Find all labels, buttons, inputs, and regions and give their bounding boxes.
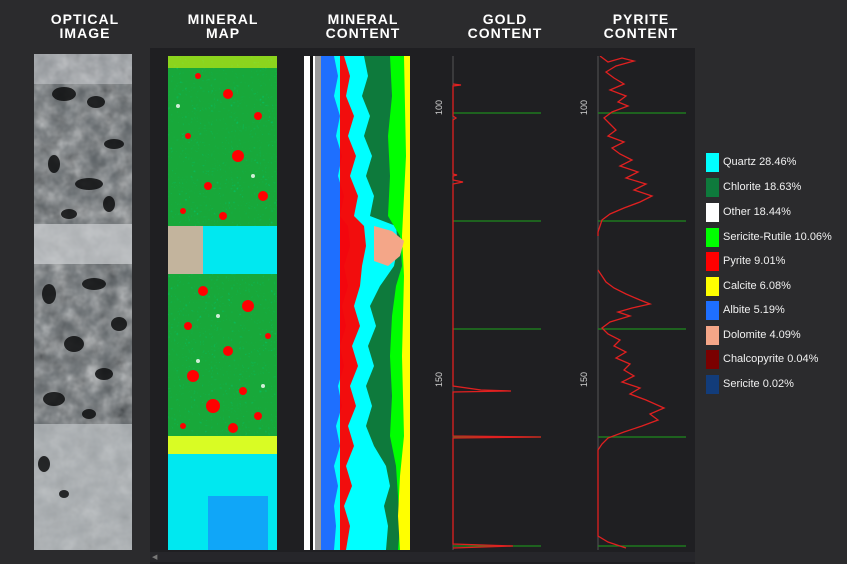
- pyrite-content-chart: 100 150: [579, 56, 686, 550]
- legend-item-albite: Albite 5.19%: [706, 301, 846, 321]
- legend-swatch: [706, 228, 719, 247]
- gold-content-header: GOLD CONTENT: [458, 12, 552, 40]
- legend-swatch: [706, 301, 719, 320]
- pyrite-depth-100: 100: [579, 100, 589, 115]
- legend-item-other: Other 18.44%: [706, 203, 846, 223]
- gold-depth-150: 150: [434, 372, 444, 387]
- mineral-content-header-line2: CONTENT: [325, 25, 401, 41]
- optical-core-image: [34, 54, 132, 550]
- legend-label: Albite 5.19%: [723, 304, 785, 316]
- gold-content-chart: 100 150: [434, 56, 541, 550]
- scroll-left-arrow-icon[interactable]: ◀: [152, 554, 158, 561]
- legend-item-sericite-rutile: Sericite-Rutile 10.06%: [706, 228, 846, 248]
- pyrite-depth-150: 150: [579, 372, 589, 387]
- legend-item-dolomite: Dolomite 4.09%: [706, 326, 846, 346]
- legend-label: Chalcopyrite 0.04%: [723, 353, 819, 365]
- horizontal-scrollbar[interactable]: ◀: [150, 552, 695, 562]
- pyrite-header-line1: PYRITE: [612, 11, 670, 27]
- mineral-map-image: [168, 56, 277, 550]
- legend-swatch: [706, 350, 719, 369]
- legend-item-quartz: Quartz 28.46%: [706, 153, 846, 173]
- legend-item-chlorite: Chlorite 18.63%: [706, 178, 846, 198]
- legend-item-calcite: Calcite 6.08%: [706, 277, 846, 297]
- optical-image-header: OPTICAL IMAGE: [38, 12, 132, 40]
- mineral-map-header: MINERAL MAP: [176, 12, 270, 40]
- legend-swatch: [706, 203, 719, 222]
- legend-swatch: [706, 277, 719, 296]
- legend-label: Pyrite 9.01%: [723, 255, 786, 267]
- pyrite-trace-upper: [597, 56, 654, 236]
- mineral-map-header-line1: MINERAL: [187, 11, 259, 27]
- legend-label: Chlorite 18.63%: [723, 181, 802, 193]
- gold-trace: [452, 83, 541, 549]
- optical-header-line2: IMAGE: [59, 25, 111, 41]
- legend-swatch: [706, 153, 719, 172]
- mineral-content-profile: [304, 56, 410, 550]
- pyrite-header-line2: CONTENT: [603, 25, 679, 41]
- legend-label: Other 18.44%: [723, 206, 791, 218]
- pyrite-trace-lower: [597, 269, 666, 549]
- pyrite-content-header: PYRITE CONTENT: [594, 12, 688, 40]
- legend-label: Calcite 6.08%: [723, 280, 791, 292]
- gold-header-line1: GOLD: [482, 11, 528, 27]
- legend-label: Quartz 28.46%: [723, 156, 797, 168]
- mineral-map-header-line2: MAP: [205, 25, 241, 41]
- legend-item-chalcopyrite: Chalcopyrite 0.04%: [706, 350, 846, 370]
- legend-label: Sericite 0.02%: [723, 378, 794, 390]
- gold-depth-100: 100: [434, 100, 444, 115]
- legend-label: Dolomite 4.09%: [723, 329, 801, 341]
- mineral-content-header: MINERAL CONTENT: [316, 12, 410, 40]
- legend-item-pyrite: Pyrite 9.01%: [706, 252, 846, 272]
- gold-header-line2: CONTENT: [467, 25, 543, 41]
- mineral-content-header-line1: MINERAL: [327, 11, 399, 27]
- legend-item-sericite: Sericite 0.02%: [706, 375, 846, 395]
- legend-swatch: [706, 326, 719, 345]
- legend-swatch: [706, 375, 719, 394]
- legend-swatch: [706, 178, 719, 197]
- legend-label: Sericite-Rutile 10.06%: [723, 231, 832, 243]
- optical-header-line1: OPTICAL: [50, 11, 120, 27]
- legend-swatch: [706, 252, 719, 271]
